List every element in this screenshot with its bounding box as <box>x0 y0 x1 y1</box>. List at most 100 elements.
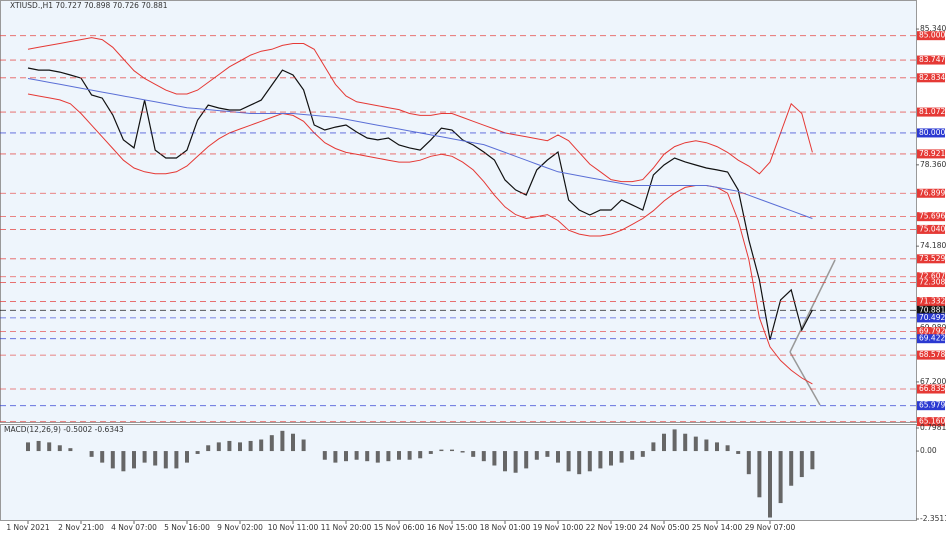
macd-bar <box>47 442 52 452</box>
macd-bar <box>195 451 200 454</box>
level-label-box <box>917 313 945 323</box>
macd-bar <box>534 451 539 460</box>
macd-bar <box>778 451 783 504</box>
macd-panel <box>0 424 917 521</box>
macd-bar <box>789 451 794 486</box>
level-label: 69.422 <box>919 334 945 343</box>
x-tick-label: 11 Nov 20:00 <box>321 523 372 532</box>
macd-bar <box>185 451 189 463</box>
macd-bar <box>683 433 688 452</box>
macd-bar <box>174 451 179 469</box>
macd-bar <box>768 451 772 518</box>
level-label: 73.529 <box>919 254 945 263</box>
level-label: 72.607 <box>919 272 945 281</box>
macd-bar <box>492 451 497 466</box>
level-label: 85.000 <box>919 31 945 40</box>
projection-arrow <box>789 351 821 406</box>
macd-bar <box>481 451 486 462</box>
level-label-box <box>917 384 945 394</box>
level-label: 75.696 <box>919 212 945 221</box>
level-label: 70.881 <box>919 305 945 314</box>
level-label-box <box>917 188 945 198</box>
level-label-box <box>917 278 945 288</box>
macd-bar <box>36 440 41 452</box>
macd-bar <box>460 451 465 453</box>
macd-bar <box>439 449 444 452</box>
macd-bar <box>322 451 327 460</box>
macd-bar <box>715 442 719 452</box>
macd-bar <box>291 433 295 452</box>
macd-bar <box>259 439 264 452</box>
level-label-box <box>917 350 945 360</box>
macd-bar <box>503 451 507 472</box>
macd-bar <box>206 445 211 452</box>
level-label-box <box>917 149 945 159</box>
macd-bar <box>577 451 582 475</box>
macd-bar <box>757 451 762 498</box>
level-label: 80.000 <box>919 128 945 137</box>
x-tick-label: 2 Nov 21:00 <box>58 523 104 532</box>
macd-bar <box>354 451 359 460</box>
level-label-box <box>917 401 945 411</box>
macd-bar <box>216 442 221 452</box>
x-tick-label: 9 Nov 02:00 <box>217 523 263 532</box>
level-label: 68.578 <box>919 350 945 359</box>
level-label-box <box>917 224 945 234</box>
macd-bar <box>545 451 550 457</box>
macd-bar <box>513 451 518 473</box>
macd-bar <box>598 451 603 469</box>
x-tick-label: 25 Nov 14:00 <box>692 523 743 532</box>
macd-bar <box>662 433 666 452</box>
level-label: 65.160 <box>919 417 945 426</box>
x-tick-label: 29 Nov 07:00 <box>745 523 796 532</box>
y-tick-label: 74.180 <box>920 241 946 250</box>
macd-bar <box>736 451 741 454</box>
macd-bar <box>725 445 730 452</box>
macd-bar <box>407 451 412 460</box>
macd-bar <box>238 442 242 452</box>
level-label: 65.979 <box>919 401 945 410</box>
level-label-box <box>917 73 945 83</box>
macd-bar <box>153 451 158 466</box>
macd-bar <box>89 451 94 457</box>
x-tick-label: 22 Nov 19:00 <box>586 523 637 532</box>
level-label: 70.492 <box>919 313 945 322</box>
price-panel <box>0 0 917 423</box>
macd-bar <box>640 451 645 457</box>
macd-bar <box>142 451 147 463</box>
projection-arrow <box>789 259 836 353</box>
macd-bar <box>746 451 751 475</box>
macd-bar <box>450 449 454 452</box>
level-label-box <box>917 417 945 427</box>
macd-bar <box>301 439 306 452</box>
level-label: 81.072 <box>919 107 945 116</box>
level-label-box <box>917 128 945 138</box>
level-label: 72.308 <box>919 278 945 287</box>
level-label: 82.834 <box>919 73 945 82</box>
x-tick-label: 24 Nov 05:00 <box>639 523 690 532</box>
level-label: 83.747 <box>919 55 945 64</box>
level-label: 69.792 <box>919 327 945 336</box>
macd-bar <box>163 451 168 469</box>
macd-bar <box>704 439 709 452</box>
macd-bar <box>566 451 571 472</box>
macd-bar <box>397 451 401 460</box>
macd-bar <box>587 451 592 472</box>
macd-bar <box>375 451 380 463</box>
macd-bar <box>26 442 30 452</box>
x-tick-label: 15 Nov 06:00 <box>374 523 425 532</box>
macd-bar <box>269 435 274 452</box>
price-line <box>27 37 813 183</box>
y-tick-label: -2.3511 <box>920 514 946 523</box>
level-label-box <box>917 305 945 315</box>
x-tick-label: 19 Nov 10:00 <box>533 523 584 532</box>
level-label-box <box>917 212 945 222</box>
macd-bar <box>280 430 285 452</box>
y-tick-label: 0.7981 <box>920 423 946 432</box>
macd-bar <box>418 451 423 459</box>
macd-bar <box>609 451 613 466</box>
level-label-box <box>917 297 945 307</box>
x-tick-label: 10 Nov 11:00 <box>268 523 319 532</box>
macd-bar <box>556 451 560 463</box>
